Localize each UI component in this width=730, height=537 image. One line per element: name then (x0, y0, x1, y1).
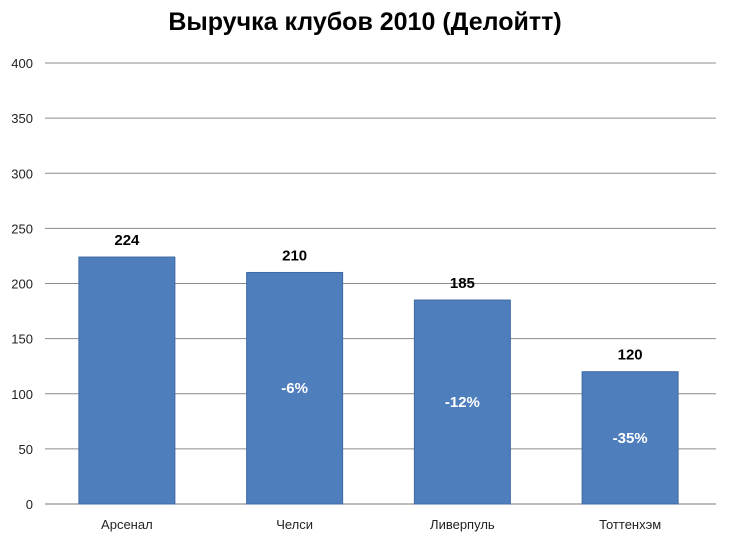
chart-title: Выручка клубов 2010 (Делойтт) (168, 8, 562, 36)
change-label: -6% (281, 380, 308, 397)
bar (581, 371, 679, 505)
y-tick-label: 350 (11, 111, 33, 126)
x-axis-labels: Арсенал Челси Ливерпуль Тоттенхэм (101, 517, 661, 532)
y-tick-label: 100 (11, 387, 33, 402)
y-tick-label: 0 (26, 497, 33, 512)
category-label: Тоттенхэм (599, 517, 661, 532)
y-tick-label: 150 (11, 332, 33, 347)
value-label: 210 (282, 247, 307, 264)
data-labels: 224 210 -6% 185 -12% 120 -35% (114, 232, 647, 447)
bars (78, 256, 679, 505)
category-label: Челси (276, 517, 313, 532)
bar (413, 299, 511, 505)
y-tick-label: 50 (19, 442, 33, 457)
y-tick-label: 250 (11, 221, 33, 236)
y-tick-label: 400 (11, 56, 33, 71)
y-tick-label: 200 (11, 277, 33, 292)
bar (246, 271, 344, 505)
change-label: -35% (613, 430, 648, 447)
change-label: -12% (445, 394, 480, 411)
category-label: Арсенал (101, 517, 153, 532)
y-axis-ticks: 0 50 100 150 200 250 300 350 400 (11, 56, 33, 512)
y-tick-label: 300 (11, 166, 33, 181)
value-label: 185 (450, 275, 475, 292)
value-label: 224 (114, 232, 140, 249)
value-label: 120 (618, 347, 643, 364)
bar (78, 256, 176, 505)
category-label: Ливерпуль (430, 517, 495, 532)
